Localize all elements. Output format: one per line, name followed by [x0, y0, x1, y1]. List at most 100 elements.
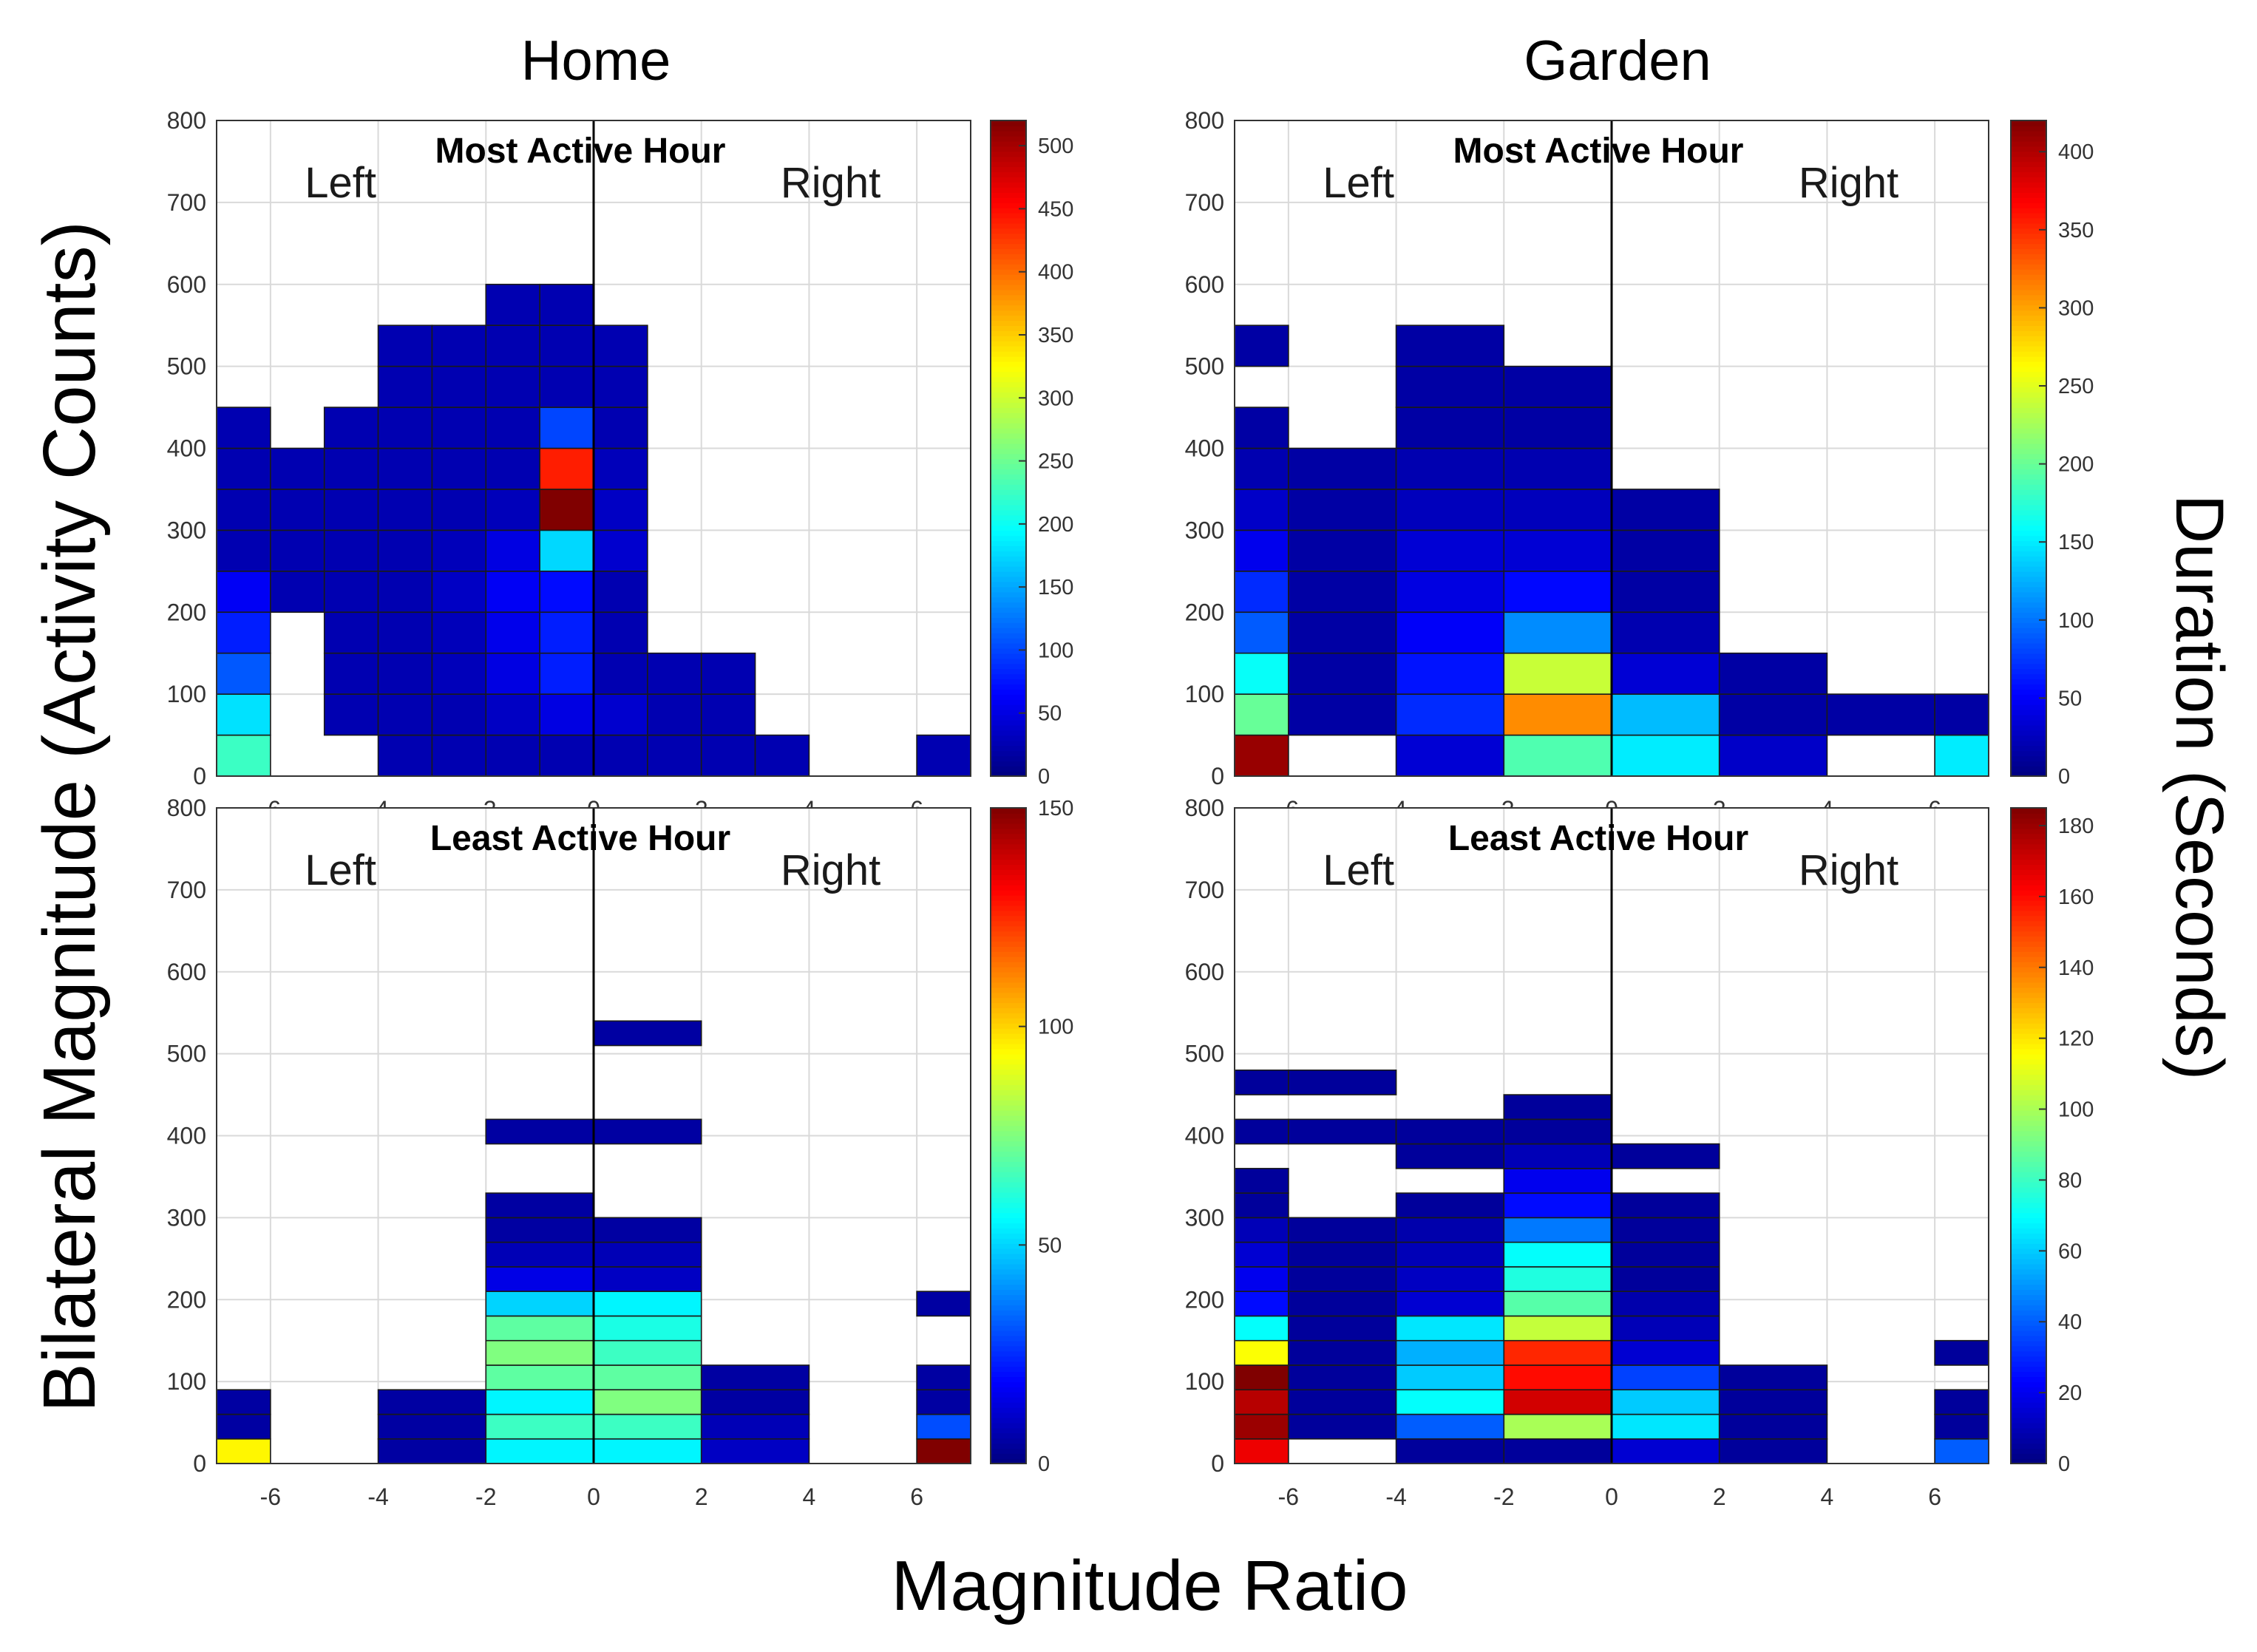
y-tick-label: 100: [1185, 681, 1224, 707]
colorbar-segment: [2011, 171, 2046, 178]
heatmap-cell: [431, 529, 487, 572]
colorbar-segment: [2011, 997, 2046, 1004]
colorbar-segment: [991, 1299, 1026, 1305]
colorbar-tick-label: 150: [1038, 576, 1073, 599]
colorbar-tick-label: 250: [2058, 375, 2094, 398]
colorbar-segment: [2011, 1325, 2046, 1331]
y-tick-label: 400: [167, 1123, 206, 1149]
heatmap-cell: [1395, 1364, 1505, 1391]
colorbar-segment: [2011, 1427, 2046, 1434]
colorbar-segment: [991, 545, 1026, 551]
colorbar-segment: [2011, 376, 2046, 383]
colorbar-segment: [991, 838, 1026, 845]
colorbar-segment: [991, 889, 1026, 896]
colorbar-segment: [991, 1176, 1026, 1183]
colorbar-segment: [2011, 602, 2046, 608]
colorbar-tick-label: 300: [2058, 296, 2094, 320]
heatmap-cell: [1395, 734, 1505, 777]
colorbar-segment: [2011, 880, 2046, 886]
colorbar-tick-label: 200: [1038, 513, 1073, 537]
colorbar-segment: [2011, 146, 2046, 152]
colorbar-segment: [991, 1356, 1026, 1362]
colorbar-segment: [991, 540, 1026, 546]
colorbar-segment: [991, 166, 1026, 173]
colorbar-segment: [991, 946, 1026, 952]
colorbar-segment: [991, 1443, 1026, 1449]
heatmap-cell: [431, 652, 487, 695]
heatmap-cell: [1503, 1364, 1612, 1391]
heatmap-cell: [593, 1438, 702, 1464]
colorbar: 0 50 100 150 200 250 300 350 400: [2010, 120, 2094, 789]
heatmap-cell: [1395, 529, 1505, 572]
heatmap-cell: [216, 407, 271, 449]
colorbar-segment: [991, 1181, 1026, 1188]
colorbar-segment: [2011, 1366, 2046, 1373]
colorbar-tick-label: 100: [2058, 1098, 2094, 1122]
heatmap-cell: [593, 1241, 702, 1268]
heatmap-cell: [270, 489, 325, 531]
heatmap-cell: [1288, 1070, 1397, 1095]
heatmap-cell: [1611, 1413, 1720, 1440]
colorbar-segment: [2011, 259, 2046, 265]
colorbar-segment: [991, 925, 1026, 932]
heatmap-cell: [593, 1266, 702, 1292]
colorbar-segment: [991, 1018, 1026, 1024]
colorbar-segment: [2011, 1033, 2046, 1039]
heatmap-cell: [377, 1438, 487, 1464]
colorbar-segment: [991, 463, 1026, 470]
heatmap-cell: [593, 1118, 702, 1145]
heatmap-cell: [1288, 489, 1397, 531]
colorbar-segment: [2011, 668, 2046, 675]
colorbar-segment: [2011, 463, 2046, 470]
heatmap-cell: [377, 611, 433, 654]
colorbar-segment: [991, 1345, 1026, 1352]
heatmap-cell: [485, 652, 540, 695]
heatmap-cell: [1395, 407, 1505, 449]
heatmap-cell: [1503, 1118, 1612, 1145]
heatmap-cell: [1234, 1266, 1289, 1292]
colorbar-segment: [2011, 905, 2046, 911]
colorbar-segment: [991, 1120, 1026, 1126]
heatmap-cell: [1718, 693, 1828, 736]
colorbar-segment: [991, 248, 1026, 254]
colorbar-segment: [991, 345, 1026, 352]
colorbar-segment: [991, 1407, 1026, 1413]
colorbar-segment: [991, 140, 1026, 147]
colorbar-segment: [2011, 279, 2046, 285]
heatmap-cell: [593, 529, 648, 572]
x-tick-label: 2: [1713, 1483, 1726, 1510]
colorbar-segment: [2011, 361, 2046, 367]
y-tick-label: 600: [167, 959, 206, 985]
colorbar-segment: [2011, 843, 2046, 850]
colorbar-segment: [2011, 730, 2046, 736]
colorbar-segment: [991, 637, 1026, 644]
colorbar-segment: [991, 479, 1026, 485]
heatmap-cell: [323, 693, 379, 736]
colorbar-segment: [991, 1109, 1026, 1116]
heatmap-cell: [1234, 407, 1289, 449]
colorbar-segment: [2011, 350, 2046, 357]
colorbar-segment: [991, 289, 1026, 296]
colorbar-segment: [2011, 874, 2046, 880]
colorbar-segment: [991, 130, 1026, 137]
axes-frame: [1234, 120, 1989, 777]
heatmap-cell: [485, 489, 540, 531]
colorbar-segment: [2011, 869, 2046, 875]
colorbar-segment: [2011, 735, 2046, 741]
colorbar-segment: [991, 1330, 1026, 1336]
colorbar-label: Duration (Seconds): [2162, 494, 2237, 1081]
colorbar-segment: [991, 1279, 1026, 1285]
heatmap-cell: [1503, 1192, 1612, 1219]
colorbar-segment: [991, 1366, 1026, 1373]
y-tick-label: 200: [1185, 1286, 1224, 1313]
heatmap-cell: [323, 611, 379, 654]
heatmap-cell: [216, 734, 271, 777]
colorbar-segment: [991, 1453, 1026, 1459]
heatmap-cell: [647, 693, 702, 736]
heatmap-cell: [270, 529, 325, 572]
colorbar-segment: [991, 340, 1026, 347]
colorbar-segment: [991, 1248, 1026, 1254]
colorbar-segment: [991, 474, 1026, 480]
heatmap-cell: [1234, 324, 1289, 367]
colorbar-segment: [991, 894, 1026, 901]
